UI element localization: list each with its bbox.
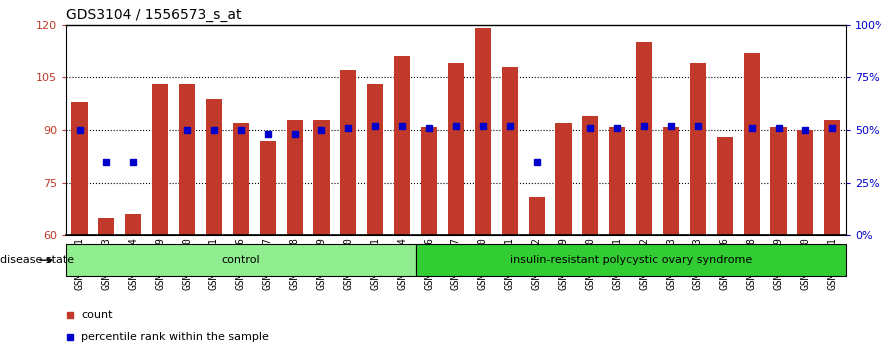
Bar: [421, 127, 437, 235]
Bar: [744, 53, 759, 235]
Bar: [286, 120, 303, 235]
Bar: [66, 244, 416, 276]
Bar: [717, 137, 733, 235]
Text: count: count: [81, 310, 113, 320]
Bar: [233, 123, 249, 235]
Bar: [416, 244, 846, 276]
Bar: [609, 127, 626, 235]
Bar: [340, 70, 357, 235]
Bar: [394, 56, 411, 235]
Bar: [71, 102, 87, 235]
Bar: [797, 130, 813, 235]
Bar: [125, 215, 141, 235]
Bar: [663, 127, 679, 235]
Bar: [582, 116, 598, 235]
Text: control: control: [221, 255, 260, 265]
Bar: [260, 141, 276, 235]
Bar: [206, 98, 222, 235]
Bar: [555, 123, 572, 235]
Bar: [690, 63, 706, 235]
Bar: [475, 28, 491, 235]
Bar: [314, 120, 329, 235]
Bar: [367, 85, 383, 235]
Bar: [825, 120, 840, 235]
Bar: [179, 85, 195, 235]
Bar: [99, 218, 115, 235]
Bar: [152, 85, 168, 235]
Text: insulin-resistant polycystic ovary syndrome: insulin-resistant polycystic ovary syndr…: [509, 255, 751, 265]
Bar: [771, 127, 787, 235]
Text: disease state: disease state: [0, 255, 74, 265]
Text: percentile rank within the sample: percentile rank within the sample: [81, 332, 270, 342]
Bar: [501, 67, 518, 235]
Bar: [529, 197, 544, 235]
Bar: [448, 63, 464, 235]
Bar: [636, 42, 652, 235]
Text: GDS3104 / 1556573_s_at: GDS3104 / 1556573_s_at: [66, 8, 241, 22]
